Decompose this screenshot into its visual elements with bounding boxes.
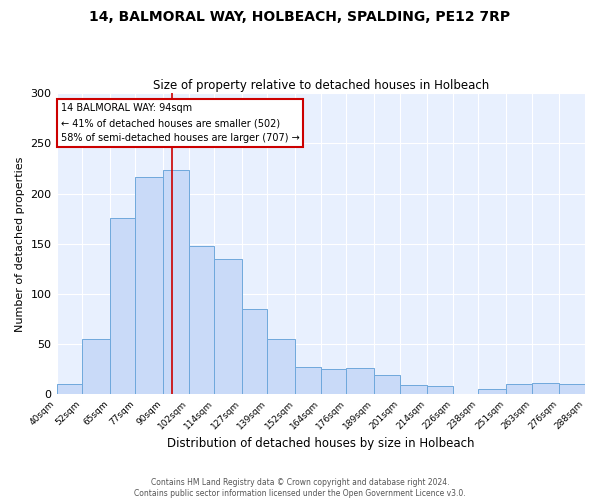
Text: 14, BALMORAL WAY, HOLBEACH, SPALDING, PE12 7RP: 14, BALMORAL WAY, HOLBEACH, SPALDING, PE… [89, 10, 511, 24]
Text: 14 BALMORAL WAY: 94sqm
← 41% of detached houses are smaller (502)
58% of semi-de: 14 BALMORAL WAY: 94sqm ← 41% of detached… [61, 103, 299, 143]
Bar [427, 386, 453, 394]
Bar [242, 309, 268, 394]
Bar [295, 368, 321, 394]
Bar [506, 384, 532, 394]
Bar [478, 390, 506, 394]
Bar [400, 386, 427, 394]
Title: Size of property relative to detached houses in Holbeach: Size of property relative to detached ho… [152, 79, 489, 92]
X-axis label: Distribution of detached houses by size in Holbeach: Distribution of detached houses by size … [167, 437, 475, 450]
Bar [559, 384, 585, 394]
Bar [321, 370, 346, 394]
Bar [188, 246, 214, 394]
Bar [56, 384, 82, 394]
Bar [110, 218, 136, 394]
Bar [346, 368, 374, 394]
Text: Contains HM Land Registry data © Crown copyright and database right 2024.
Contai: Contains HM Land Registry data © Crown c… [134, 478, 466, 498]
Bar [532, 384, 559, 394]
Bar [136, 176, 163, 394]
Bar [214, 259, 242, 394]
Bar [374, 376, 400, 394]
Y-axis label: Number of detached properties: Number of detached properties [15, 156, 25, 332]
Bar [82, 340, 110, 394]
Bar [268, 340, 295, 394]
Bar [163, 170, 188, 394]
